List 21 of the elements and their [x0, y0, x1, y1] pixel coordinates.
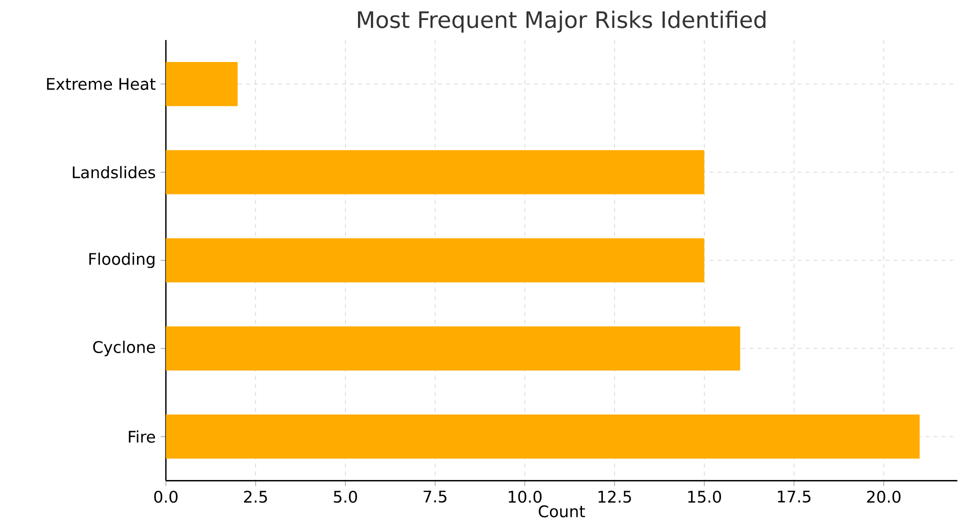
y-tick-label: Cyclone: [93, 340, 156, 356]
chart-title: Most Frequent Major Risks Identified: [358, 10, 766, 33]
x-axis-title: Count: [538, 505, 585, 518]
x-tick-label: 5.0: [334, 490, 358, 503]
y-tick-label: Landslides: [72, 166, 156, 179]
y-tick-label: Fire: [128, 430, 156, 443]
y-tick-label: Extreme Heat: [47, 78, 156, 90]
x-tick-label: 17.5: [778, 490, 810, 503]
x-tick-label: 15.0: [688, 490, 722, 503]
bar: [166, 414, 920, 459]
x-tick-label: 12.5: [598, 490, 631, 503]
x-tick-label: 20.0: [867, 490, 900, 503]
bar: [166, 150, 704, 194]
x-tick-label: 2.5: [244, 490, 267, 503]
x-tick-label: 0.0: [154, 490, 178, 503]
bar: [166, 62, 238, 106]
bar: [166, 326, 740, 371]
y-tick-label: Flooding: [89, 252, 154, 268]
x-tick-label: 10.0: [508, 490, 542, 503]
x-tick-label: 7.5: [424, 490, 446, 503]
bar: [166, 238, 704, 283]
